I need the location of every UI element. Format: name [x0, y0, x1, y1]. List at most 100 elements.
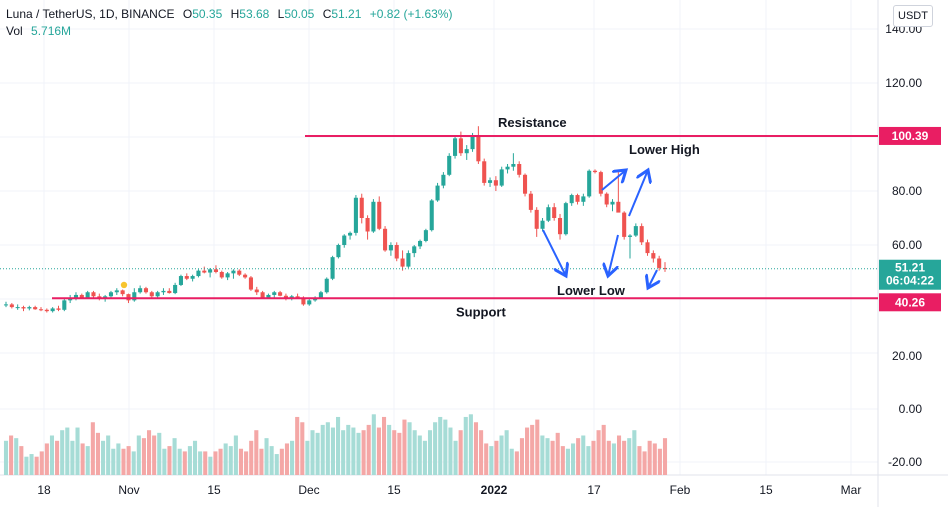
volume-bar	[70, 440, 75, 475]
volume-bar	[75, 427, 80, 475]
last-price-tag-text: 51.21	[895, 261, 925, 275]
candle-body	[196, 270, 201, 277]
volume-bar	[9, 435, 14, 475]
volume-bar	[19, 446, 24, 475]
volume-bar	[596, 430, 601, 475]
candle-body	[9, 304, 14, 308]
volume-bar	[24, 456, 29, 475]
volume-label[interactable]: Vol	[6, 24, 23, 38]
candle-body	[114, 290, 119, 293]
candle-body	[598, 172, 603, 194]
volume-bar	[162, 448, 167, 475]
candle-body	[27, 307, 32, 309]
volume-bar	[622, 440, 627, 475]
volume-bar	[182, 451, 187, 475]
time-tick-label: Feb	[670, 483, 691, 497]
volume-bar	[279, 448, 284, 475]
candle-body	[342, 235, 347, 245]
candle-body	[21, 307, 26, 309]
volume-bar	[402, 419, 407, 475]
volume-bar	[565, 448, 570, 475]
annotation-arrow	[542, 229, 566, 276]
volume-bar	[473, 422, 479, 475]
level-lines	[0, 134, 878, 300]
candle-body	[569, 195, 574, 204]
candle-body	[476, 135, 481, 162]
candle-body	[167, 290, 172, 294]
volume-bar	[126, 446, 131, 475]
candle-body	[73, 294, 79, 298]
volume-bar	[504, 430, 509, 475]
last-price-tag-bg	[879, 259, 941, 290]
volume-bar	[95, 432, 100, 475]
volume-bar	[657, 448, 662, 475]
volume-bar	[44, 443, 49, 475]
lower-high-label: Lower High	[629, 142, 700, 157]
candle-body	[62, 300, 67, 310]
volume-row: Vol 5.716M	[6, 23, 452, 40]
candle-body	[377, 201, 382, 229]
candle-body	[3, 304, 9, 306]
candle-body	[178, 276, 183, 285]
volume-bar	[611, 443, 616, 475]
volume-bar	[106, 435, 111, 475]
volume-bar	[606, 440, 611, 475]
resistance-tag-text: 100.39	[892, 129, 929, 143]
candle-body	[493, 180, 498, 186]
candle-body	[15, 307, 20, 309]
candles	[3, 126, 668, 313]
volume-bar	[371, 414, 376, 475]
candle-body	[91, 292, 96, 297]
volume-bar	[366, 424, 371, 475]
volume-bar	[310, 430, 315, 475]
low-value: 50.05	[284, 7, 315, 21]
support-label: Support	[456, 304, 506, 319]
candle-body	[50, 308, 55, 312]
annotation-arrow	[648, 269, 657, 288]
candle-body	[272, 292, 277, 295]
candle-body	[330, 257, 335, 279]
symbol-title[interactable]: Luna / TetherUS, 1D, BINANCE	[6, 7, 175, 21]
volume-bar	[514, 451, 519, 475]
volume-bar	[571, 443, 576, 475]
volume-tick-label: 20.00	[892, 349, 922, 363]
volume-bar	[330, 427, 335, 475]
candle-body	[126, 294, 131, 301]
volume-bar	[39, 451, 44, 475]
volume-bar	[361, 430, 366, 475]
volume-bar	[49, 435, 55, 475]
volume-bar	[351, 427, 356, 475]
volume-bar	[407, 422, 412, 475]
volume-bar	[55, 440, 60, 475]
volume-bar	[555, 432, 560, 475]
volume-bar	[662, 438, 668, 475]
volume-bar	[637, 446, 642, 475]
volume-bar	[65, 427, 70, 475]
currency-button[interactable]: USDT	[893, 5, 933, 27]
candle-body	[505, 166, 510, 170]
volume-bar	[433, 422, 438, 475]
candle-body	[243, 274, 248, 278]
price-tick-label: 80.00	[892, 184, 922, 198]
volume-bar	[238, 448, 244, 475]
candle-body	[266, 294, 271, 298]
high-value: 53.68	[239, 7, 270, 21]
candle-body	[441, 174, 446, 186]
candle-body	[627, 235, 633, 237]
time-tick-label: 18	[37, 483, 51, 497]
candle-body	[388, 245, 393, 251]
candle-body	[616, 201, 621, 213]
volume-bar	[141, 438, 146, 475]
annotation-arrow	[601, 170, 626, 191]
candle-body	[371, 201, 376, 232]
candle-body	[336, 245, 341, 258]
candle-body	[639, 226, 644, 243]
candle-body	[499, 169, 504, 186]
volume-bar	[601, 424, 606, 475]
volume-bar	[509, 448, 514, 475]
price-axis: 140.00120.00100.0080.0060.0020.000.00-20…	[879, 22, 941, 469]
candle-body	[610, 201, 615, 205]
candle-body	[383, 228, 388, 251]
volume-bar	[60, 430, 65, 475]
